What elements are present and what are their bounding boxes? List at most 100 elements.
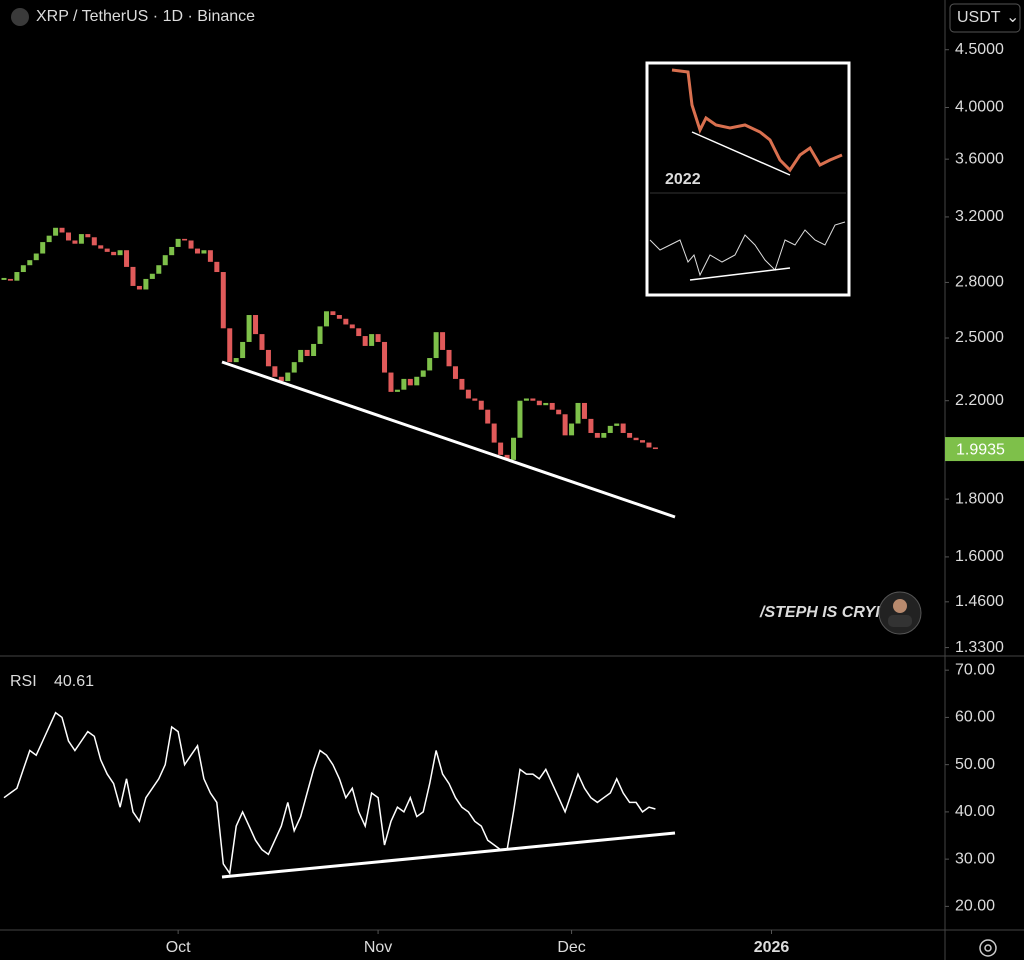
settings-icon-center[interactable] [984,944,992,952]
candle [594,432,600,438]
y-tick-label: 50.00 [955,756,995,773]
candle [14,272,20,281]
x-tick-label: 2026 [754,939,790,956]
candle [504,454,510,460]
candle [117,250,123,256]
candle [278,376,284,382]
candle [336,315,342,319]
candle [511,437,517,460]
candle [98,245,104,249]
inset-rsi [649,221,846,277]
candle [104,248,110,252]
y-tick-label: 1.4600 [955,593,1004,610]
candle [111,251,117,256]
candle [46,235,52,243]
candle [549,402,555,410]
inset: 2022 [645,61,851,297]
last-price-label: 1.9935 [956,441,1005,458]
candle [65,232,71,241]
candle [427,358,433,371]
candle [317,326,323,344]
y-tick-label: 2.2000 [955,392,1004,409]
candle [440,332,446,350]
rsi-line [3,711,656,876]
symbol-icon[interactable] [11,8,29,26]
candle [620,423,626,433]
candle [330,311,336,316]
candle [543,402,549,406]
candle [349,324,355,329]
candle [601,432,607,438]
rsi-title: RSI [10,673,37,690]
currency-caret[interactable]: ⌄ [1006,9,1019,26]
inset-label: 2022 [665,171,701,188]
candle [227,328,233,363]
candle [53,227,59,236]
candle [214,261,220,273]
candle [59,227,65,233]
candle [182,238,188,241]
rsi-trendline [221,831,676,879]
candle [194,248,200,254]
candle [233,358,239,363]
candle [162,255,168,266]
candle [27,260,33,266]
candle [452,366,458,379]
y-tick-label: 2.8000 [955,274,1004,291]
candle [72,240,78,244]
candle [298,349,304,363]
candle [323,311,329,327]
currency-label[interactable]: USDT [957,9,1001,26]
candle [362,336,368,346]
candle [407,378,413,386]
candle [569,423,575,436]
settings-icon[interactable] [979,939,997,957]
y-tick-label: 1.3300 [955,639,1004,656]
candle [175,238,181,247]
candle [588,418,594,433]
candle [136,285,142,290]
inset-rsi-trendline [689,267,791,281]
candle [562,414,568,436]
candle [575,402,581,424]
candle [459,378,465,390]
candle [130,266,136,286]
candle [375,334,381,342]
candle [485,409,491,424]
x-tick-label: Dec [557,939,585,956]
candle [633,437,639,441]
candle [169,246,175,256]
candle [472,398,478,401]
candle [207,250,213,262]
candle [265,349,271,367]
candle [124,250,130,267]
y-tick-label: 2.5000 [955,329,1004,346]
candle [465,389,471,399]
y-tick-label: 40.00 [955,803,995,820]
candle [91,237,97,246]
candle [356,328,362,337]
y-tick-label: 60.00 [955,709,995,726]
y-tick-label: 3.6000 [955,150,1004,167]
y-tick-label: 1.8000 [955,490,1004,507]
candle [156,265,162,274]
y-tick-label: 3.2000 [955,208,1004,225]
inset-price [671,68,843,173]
candle [388,372,394,392]
y-tick-label: 4.0000 [955,99,1004,116]
candle [446,349,452,367]
candle [382,341,388,373]
candle [201,250,207,254]
candle [220,272,226,329]
currency-button[interactable] [949,3,1021,33]
candle [646,442,652,448]
candle [246,315,252,342]
candle [652,447,658,450]
candle [311,343,317,356]
last-price-box [945,437,1024,462]
candle [1,277,7,280]
candle [614,423,620,426]
candle [304,349,310,356]
